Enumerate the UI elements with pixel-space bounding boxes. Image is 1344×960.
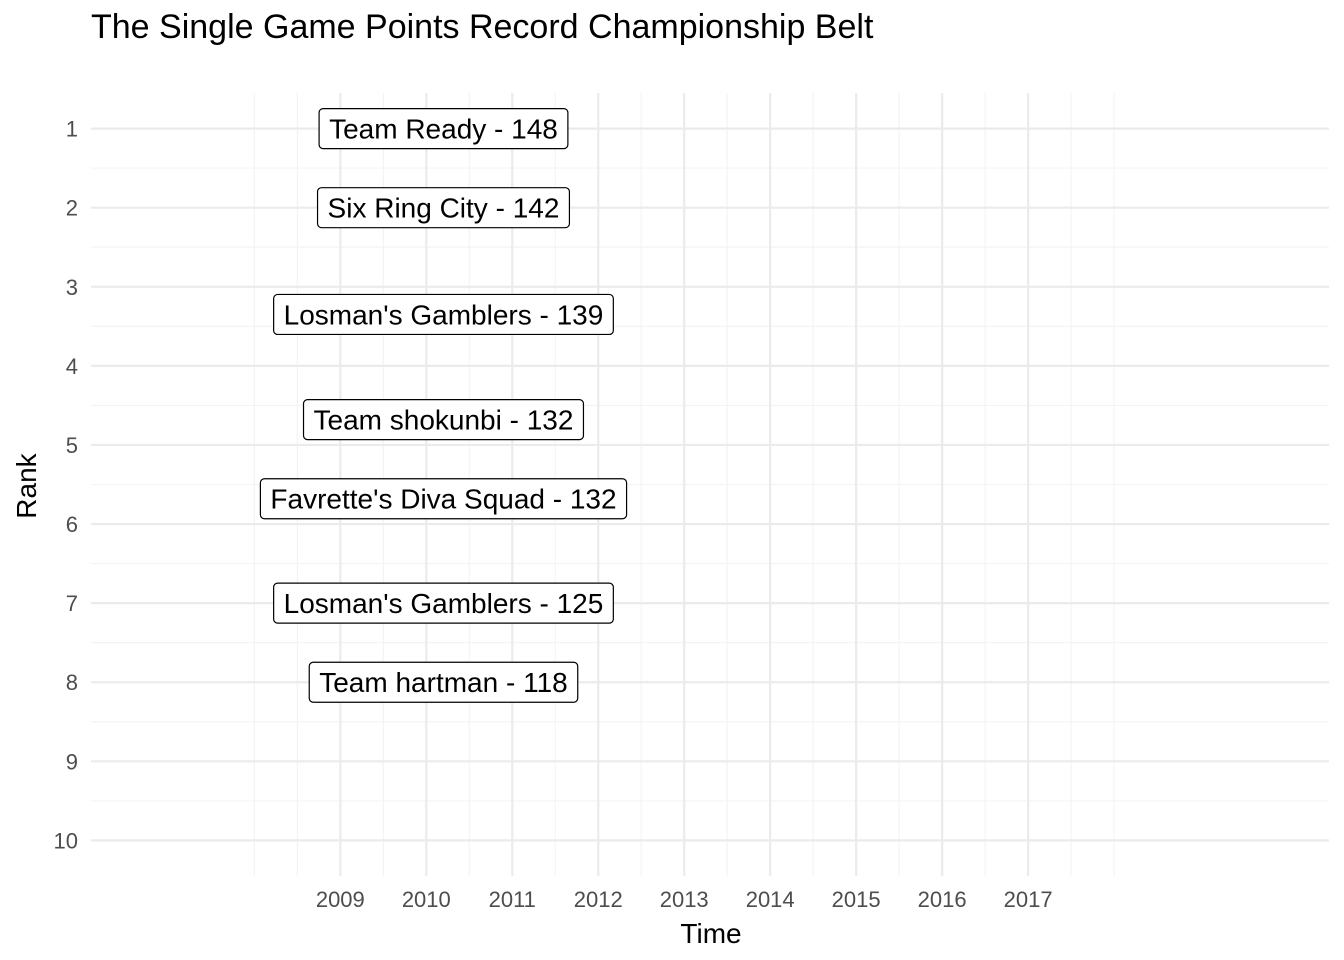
data-label-box <box>273 293 614 336</box>
data-label: Losman's Gamblers - 125 <box>273 582 614 624</box>
data-label-box <box>316 187 571 229</box>
y-axis-ticks: 1 2 3 4 5 6 7 8 9 10 <box>54 117 78 854</box>
data-label-box <box>259 478 628 520</box>
x-tick-label: 2013 <box>660 887 709 912</box>
data-label-box <box>308 661 579 703</box>
x-tick-label: 2011 <box>489 887 536 912</box>
y-tick-label: 3 <box>66 275 78 300</box>
data-label-text: Losman's Gamblers - 125 <box>284 588 604 619</box>
y-tick-label: 6 <box>66 512 78 537</box>
data-label: Team shokunbi - 132 <box>302 399 585 441</box>
data-label-box <box>318 107 569 150</box>
y-tick-label: 8 <box>66 670 78 695</box>
y-tick-label: 9 <box>66 749 78 774</box>
data-label: Favrette's Diva Squad - 132 <box>259 478 628 520</box>
data-label: Team Ready - 148 <box>318 107 569 150</box>
y-tick-label: 2 <box>66 196 78 221</box>
data-label-text: Team shokunbi - 132 <box>314 405 574 436</box>
x-tick-label: 2009 <box>316 887 365 912</box>
x-axis-ticks: 2009 2010 2011 2012 2013 2014 2015 2016 2017 <box>316 887 1053 912</box>
y-tick-label: 7 <box>66 591 78 616</box>
y-tick-label: 5 <box>66 433 78 458</box>
data-label-text: Team hartman - 118 <box>319 667 568 698</box>
y-tick-label: 4 <box>66 354 78 379</box>
data-label-text: Six Ring City - 142 <box>328 193 560 224</box>
data-label-text: Losman's Gamblers - 139 <box>284 299 604 330</box>
y-tick-label: 1 <box>66 117 78 142</box>
data-label-box <box>273 582 614 624</box>
data-label-box <box>302 399 585 441</box>
x-tick-label: 2014 <box>746 887 795 912</box>
chart-title: The Single Game Points Record Championsh… <box>91 8 874 46</box>
x-tick-label: 2017 <box>1004 887 1053 912</box>
data-labels: Team Ready - 148 Six Ring City - 142 Losma… <box>259 107 628 703</box>
x-axis-title: Time <box>680 918 741 949</box>
x-tick-label: 2010 <box>402 887 451 912</box>
data-label: Team hartman - 118 <box>308 661 579 703</box>
y-axis-title: Rank <box>11 452 42 518</box>
data-label: Six Ring City - 142 <box>316 187 571 229</box>
x-tick-label: 2012 <box>574 887 623 912</box>
y-tick-label: 10 <box>54 828 78 853</box>
x-tick-label: 2015 <box>832 887 881 912</box>
x-tick-label: 2016 <box>918 887 967 912</box>
data-label-text: Team Ready - 148 <box>329 114 558 145</box>
data-label-text: Favrette's Diva Squad - 132 <box>270 484 616 515</box>
data-label: Losman's Gamblers - 139 <box>273 293 614 336</box>
